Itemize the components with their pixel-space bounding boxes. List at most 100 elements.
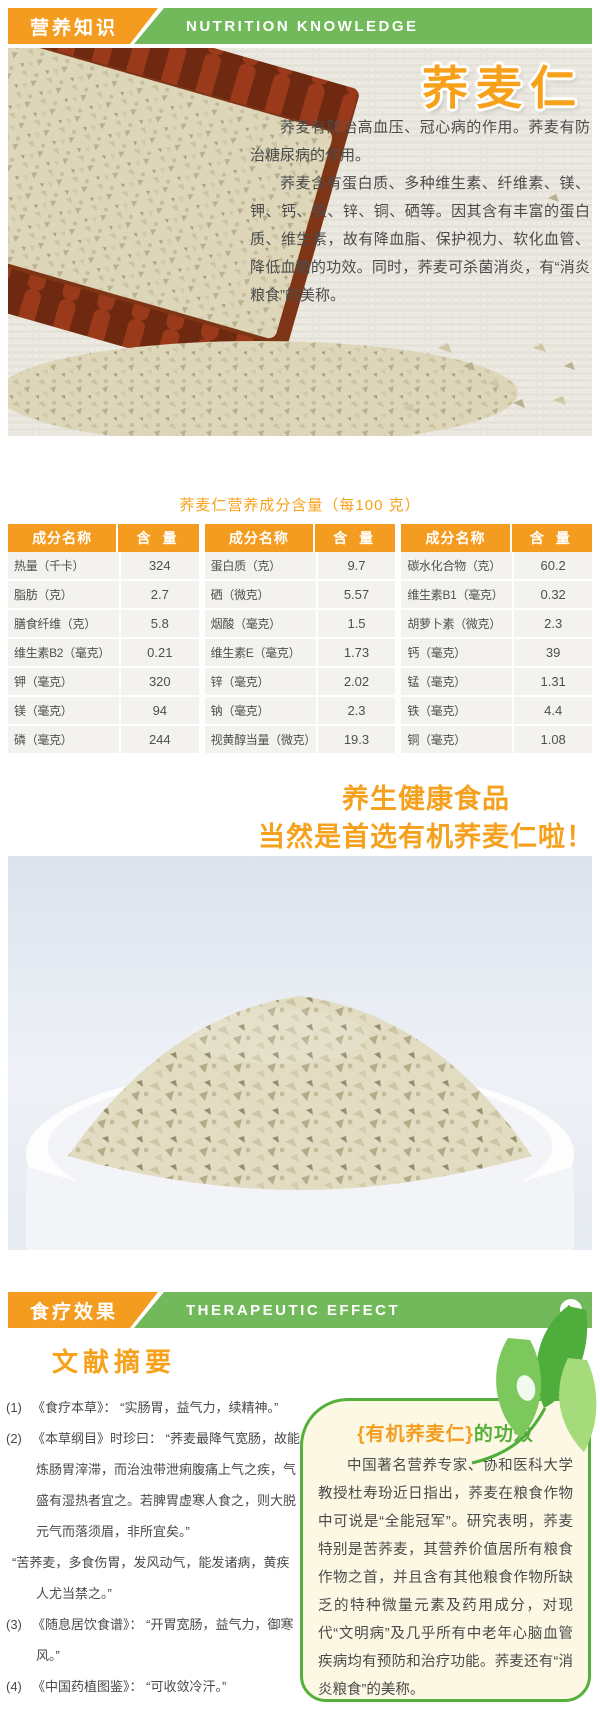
nutrient-name: 脂肪（克） bbox=[8, 581, 121, 608]
nutrient-value: 2.7 bbox=[150, 587, 169, 602]
nutrient-value: 1.31 bbox=[540, 674, 566, 689]
header-cn-label: 营养知识 bbox=[30, 17, 119, 39]
nutrition-table-title: 荞麦仁营养成分含量（每100 克） bbox=[179, 497, 421, 514]
nutrient-name: 钾（毫克） bbox=[8, 668, 121, 695]
table-row: 钙（毫克） 39 bbox=[401, 639, 593, 668]
header-orange-tab: 食疗效果 bbox=[8, 1292, 158, 1328]
table-row: 锌（毫克） 2.02 bbox=[204, 668, 396, 697]
nutrient-name: 维生素E（毫克） bbox=[205, 639, 318, 666]
table-row: 钾（毫克） 320 bbox=[8, 668, 199, 697]
nutrient-name: 蛋白质（克） bbox=[205, 552, 318, 579]
literature-item: (3) 《随息居饮食谱》： “开胃宽肠，益气力，御寒风。” bbox=[6, 1617, 294, 1663]
nutrient-name: 钠（毫克） bbox=[205, 697, 318, 724]
column-header-amount: 含 量 bbox=[333, 530, 378, 546]
nutrient-name: 铁（毫克） bbox=[401, 697, 515, 724]
nutrient-value: 2.02 bbox=[343, 674, 370, 689]
nutrient-value: 0.32 bbox=[540, 587, 566, 602]
column-header-name: 成分名称 bbox=[205, 524, 316, 552]
header-en-label: THERAPEUTIC EFFECT bbox=[186, 1301, 401, 1319]
table-row: 硒（微克） 5.57 bbox=[204, 581, 396, 610]
nutrition-table-3: 成分名称 含 量 碳水化合物（克） 60.2 维生素B1（毫克） 0.32 胡萝卜素（微… bbox=[401, 524, 593, 755]
nutrient-value: 1.5 bbox=[347, 616, 366, 631]
nutrient-value: 324 bbox=[148, 558, 171, 573]
nutrient-name: 镁（毫克） bbox=[8, 697, 121, 724]
nutrient-name: 钙（毫克） bbox=[401, 639, 515, 666]
table-row: 铁（毫克） 4.4 bbox=[401, 697, 593, 726]
table-row: 钠（毫克） 2.3 bbox=[204, 697, 396, 726]
therapeutic-effect-header: THERAPEUTIC EFFECT 食疗效果 bbox=[8, 1292, 592, 1328]
column-header-name: 成分名称 bbox=[8, 524, 119, 552]
table-row: 碳水化合物（克） 60.2 bbox=[401, 552, 593, 581]
nutrient-value: 39 bbox=[545, 645, 561, 660]
table-row: 维生素E（毫克） 1.73 bbox=[204, 639, 396, 668]
nutrient-name: 热量（千卡） bbox=[8, 552, 121, 579]
nutrient-value: 9.7 bbox=[347, 558, 366, 573]
leaf-icon bbox=[471, 1306, 597, 1465]
nutrient-name: 视黄醇当量（微克） bbox=[205, 726, 318, 753]
nutrient-name: 硒（微克） bbox=[205, 581, 318, 608]
plate-buckwheat-photo bbox=[8, 856, 592, 1250]
nutrient-name: 锌（毫克） bbox=[205, 668, 318, 695]
table-header: 成分名称 含 量 bbox=[401, 524, 593, 552]
nutrient-name: 烟酸（毫克） bbox=[205, 610, 318, 637]
header-cn-label: 食疗效果 bbox=[30, 1301, 119, 1323]
nutrient-value: 5.8 bbox=[150, 616, 169, 631]
nutrient-value: 5.57 bbox=[343, 587, 370, 602]
nutrient-value: 1.73 bbox=[343, 645, 370, 660]
literature-title: 文献摘要 bbox=[52, 1347, 177, 1377]
nutrition-tables: 成分名称 含 量 热量（千卡） 324 脂肪（克） 2.7 膳食纤维（克） 5.8 维生素B… bbox=[8, 524, 593, 755]
table-row: 视黄醇当量（微克） 19.3 bbox=[204, 726, 396, 755]
literature-item: “苦荞麦，多食伤胃，发风动气，能发诸病，黄疾人尤当禁之。” bbox=[12, 1555, 290, 1601]
header-orange-tab: 营养知识 bbox=[8, 8, 158, 44]
nutrient-name: 碳水化合物（克） bbox=[401, 552, 515, 579]
table-header: 成分名称 含 量 bbox=[8, 524, 199, 552]
table-row: 磷（毫克） 244 bbox=[8, 726, 199, 755]
table-row: 脂肪（克） 2.7 bbox=[8, 581, 199, 610]
hero-paragraph-2: 荞麦含有蛋白质、多种维生素、纤维素、镁、钾、钙、铁、锌、铜、硒等。因其含有丰富的… bbox=[250, 175, 590, 304]
hero-title: 荞麦仁 bbox=[422, 62, 584, 114]
hero-buckwheat-photo: 荞麦仁 荞麦有防治高血压、冠心病的作用。荞麦有防治糖尿病的作用。 荞麦含有蛋白质… bbox=[8, 48, 592, 436]
literature-item: (1) 《食疗本草》： “实肠胃，益气力，续精神。” bbox=[6, 1400, 279, 1415]
table-row: 铜（毫克） 1.08 bbox=[401, 726, 593, 755]
table-row: 烟酸（毫克） 1.5 bbox=[204, 610, 396, 639]
nutrient-value: 1.08 bbox=[540, 732, 566, 747]
table-row: 热量（千卡） 324 bbox=[8, 552, 199, 581]
slogan-line-1: 养生健康食品 bbox=[342, 784, 510, 814]
literature-list: (1) 《食疗本草》： “实肠胃，益气力，续精神。” (2) 《本草纲目》时珍曰： “… bbox=[6, 1392, 302, 1702]
header-green-bar: THERAPEUTIC EFFECT bbox=[134, 1292, 592, 1328]
nutrition-knowledge-header: NUTRITION KNOWLEDGE 营养知识 bbox=[8, 8, 592, 44]
slogan-line-2: 当然是首选有机荞麦仁啦！ bbox=[258, 822, 594, 852]
table-row: 维生素B2（毫克） 0.21 bbox=[8, 639, 199, 668]
nutrient-name: 维生素B1（毫克） bbox=[401, 581, 515, 608]
nutrient-name: 膳食纤维（克） bbox=[8, 610, 121, 637]
table-row: 蛋白质（克） 9.7 bbox=[204, 552, 396, 581]
benefits-box: {有机荞麦仁}的功效 中国著名营养专家、协和医科大学教授杜寿玢近日指出，荞麦在粮… bbox=[300, 1398, 591, 1702]
hero-description: 荞麦有防治高血压、冠心病的作用。荞麦有防治糖尿病的作用。 荞麦含有蛋白质、多种维… bbox=[250, 114, 590, 310]
benefits-body: 中国著名营养专家、协和医科大学教授杜寿玢近日指出，荞麦在粮食作物中可说是“全能冠… bbox=[318, 1458, 573, 1698]
benefits-title-product: {有机荞麦仁} bbox=[357, 1424, 474, 1445]
nutrient-value: 4.4 bbox=[544, 703, 563, 718]
leaf-decoration bbox=[450, 1300, 600, 1465]
nutrition-table-2: 成分名称 含 量 蛋白质（克） 9.7 硒（微克） 5.57 烟酸（毫克） 1.5 维生素E… bbox=[204, 524, 396, 755]
buckwheat-plate-image bbox=[8, 856, 592, 1250]
buckwheat-basket-image bbox=[8, 48, 592, 436]
nutrient-name: 铜（毫克） bbox=[401, 726, 515, 753]
header-en-label: NUTRITION KNOWLEDGE bbox=[186, 17, 419, 35]
nutrient-value: 320 bbox=[148, 674, 171, 689]
column-header-amount: 含 量 bbox=[136, 530, 181, 546]
nutrient-value: 244 bbox=[148, 732, 171, 747]
nutrient-value: 2.3 bbox=[544, 616, 563, 631]
nutrient-value: 19.3 bbox=[343, 732, 370, 747]
nutrition-table-1: 成分名称 含 量 热量（千卡） 324 脂肪（克） 2.7 膳食纤维（克） 5.8 维生素B… bbox=[8, 524, 199, 755]
literature-item: (4) 《中国药植图鉴》： “可收敛冷汗。” bbox=[6, 1679, 227, 1694]
slogan: 养生健康食品 当然是首选有机荞麦仁啦！ bbox=[258, 780, 594, 856]
table-row: 胡萝卜素（微克） 2.3 bbox=[401, 610, 593, 639]
table-header: 成分名称 含 量 bbox=[204, 524, 396, 552]
nutrient-value: 60.2 bbox=[540, 558, 566, 573]
nutrient-name: 锰（毫克） bbox=[401, 668, 515, 695]
column-header-name: 成分名称 bbox=[401, 524, 512, 552]
table-row: 镁（毫克） 94 bbox=[8, 697, 199, 726]
nutrient-name: 胡萝卜素（微克） bbox=[401, 610, 515, 637]
nutrient-name: 维生素B2（毫克） bbox=[8, 639, 121, 666]
header-green-bar: NUTRITION KNOWLEDGE bbox=[134, 8, 592, 44]
